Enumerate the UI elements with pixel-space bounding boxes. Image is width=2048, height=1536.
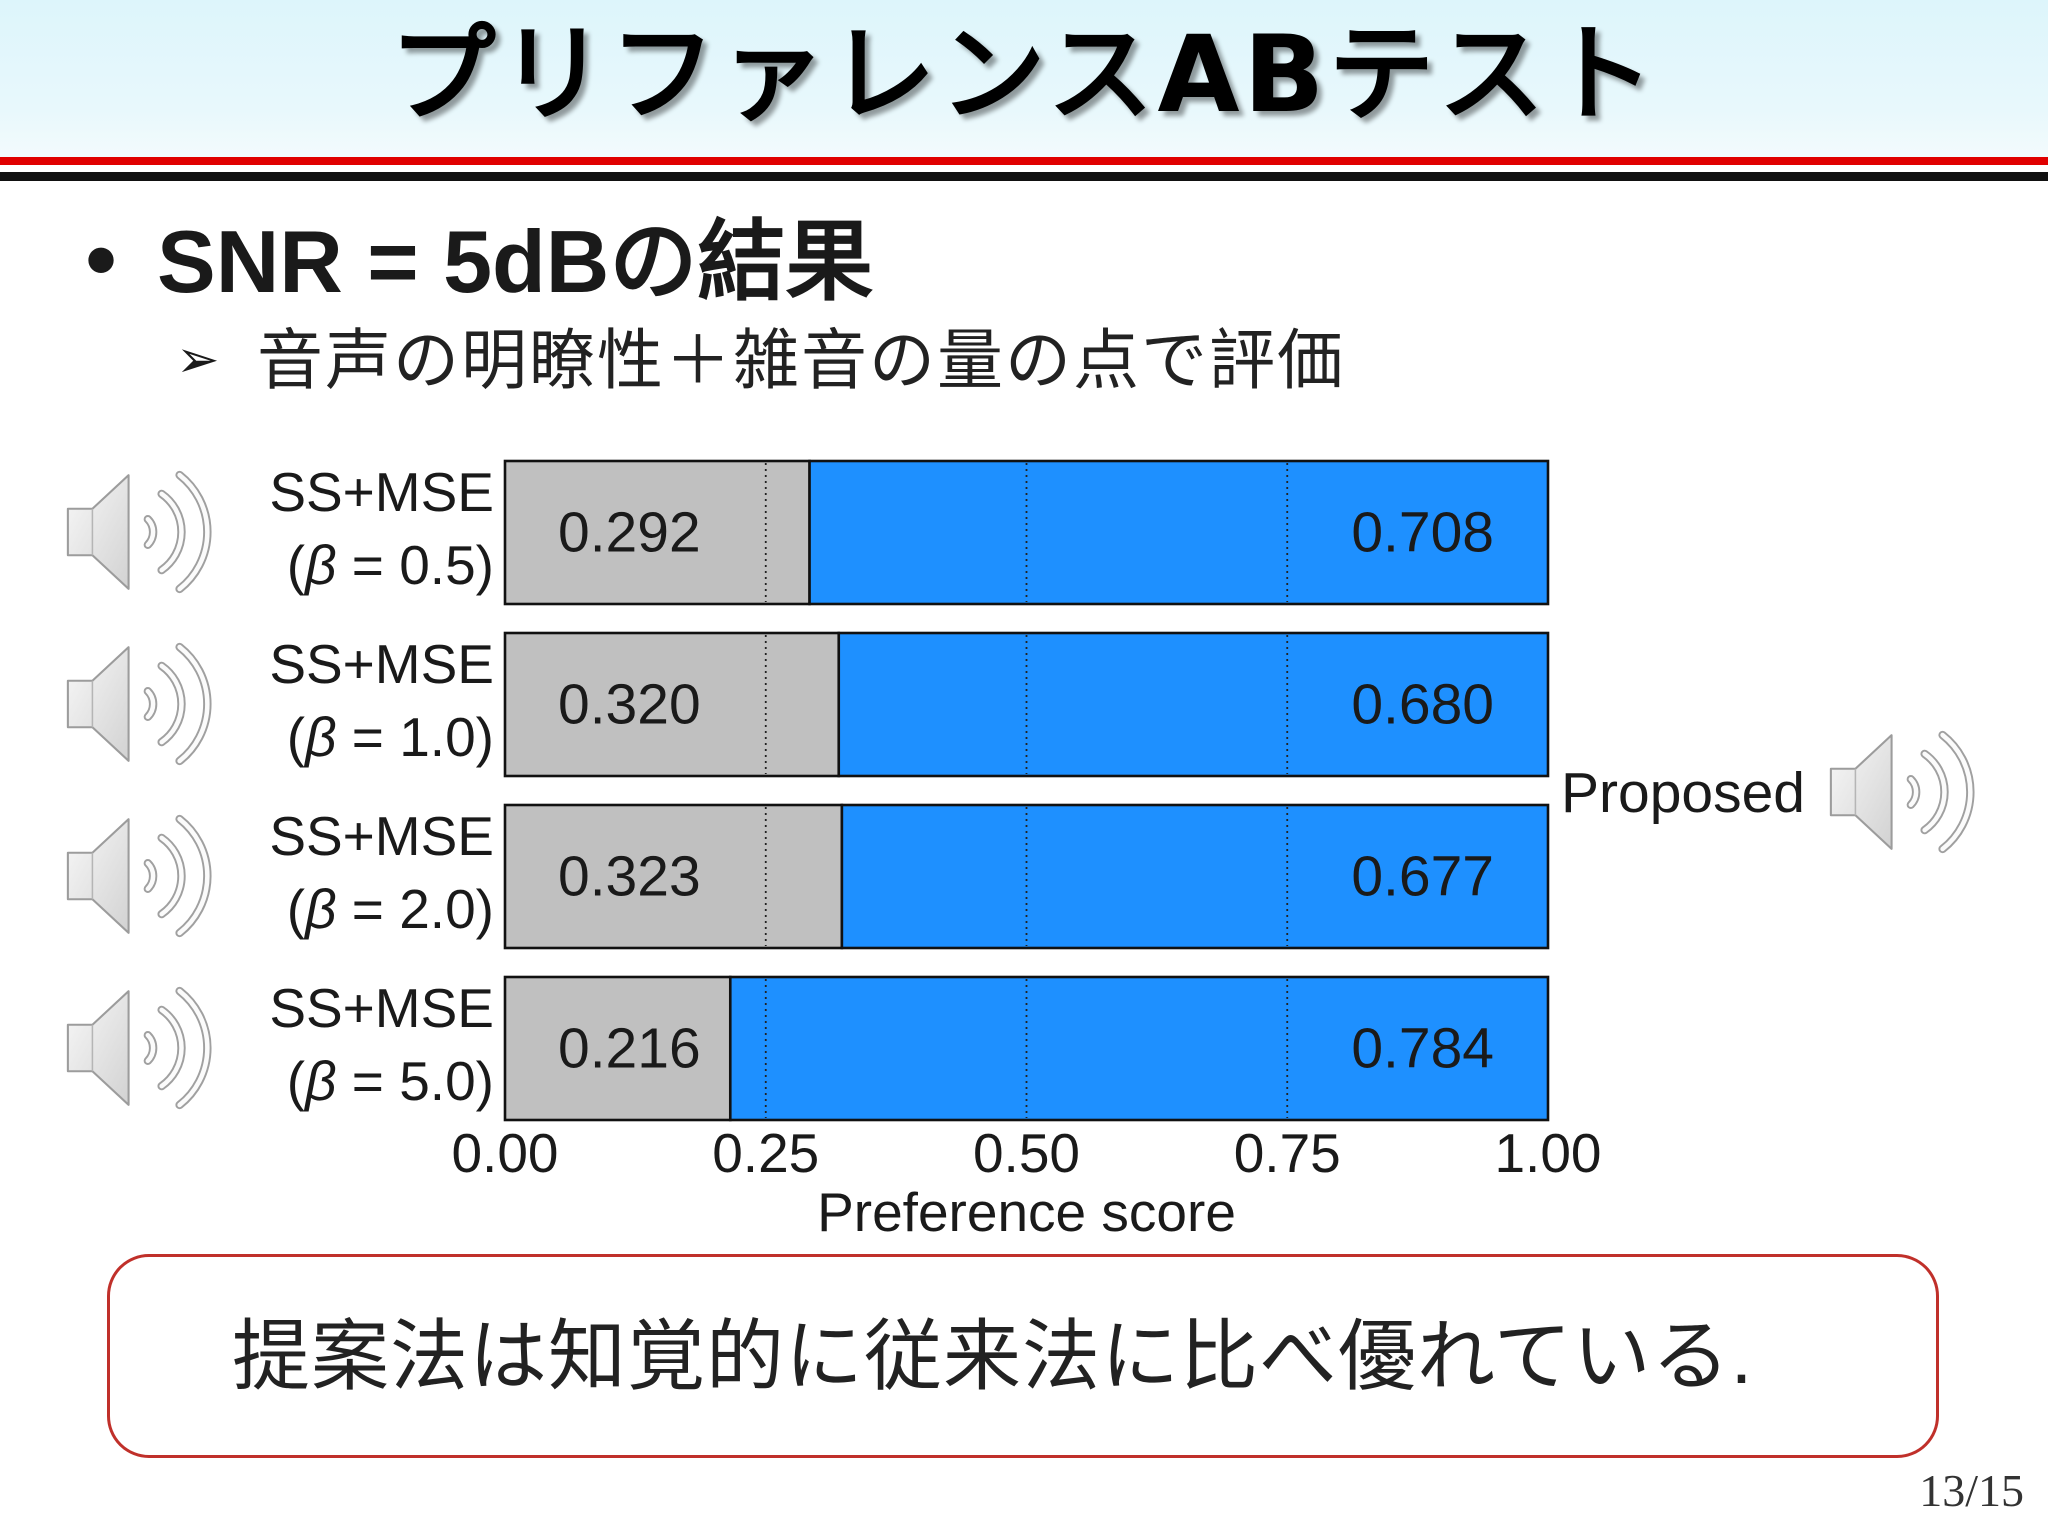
speaker-icon[interactable] bbox=[63, 986, 220, 1110]
value-label-proposed: 0.784 bbox=[1351, 1017, 1494, 1081]
bar-segment-proposed bbox=[728, 975, 1550, 1122]
x-tick-label: 0.00 bbox=[451, 1122, 558, 1184]
category-label: SS+MSE bbox=[269, 805, 494, 867]
bar-segment-baseline bbox=[503, 459, 811, 606]
bar-segment-proposed bbox=[808, 459, 1550, 606]
x-tick-label: 1.00 bbox=[1494, 1122, 1601, 1184]
x-tick-label: 0.25 bbox=[712, 1122, 819, 1184]
sub-bullet-arrow-icon: ➢ bbox=[176, 330, 220, 390]
bar-segment-proposed bbox=[840, 803, 1550, 950]
title-band: プリファレンスABテスト bbox=[0, 0, 2048, 157]
value-label-baseline: 0.292 bbox=[558, 501, 701, 565]
title-rule-black bbox=[0, 172, 2048, 181]
sub-bullet-text: 音声の明瞭性＋雑音の量の点で評価 bbox=[257, 323, 1345, 397]
x-tick-label: 0.50 bbox=[973, 1122, 1080, 1184]
speaker-icon[interactable] bbox=[1826, 730, 1983, 854]
x-axis-label: Preference score bbox=[817, 1181, 1236, 1243]
value-label-proposed: 0.708 bbox=[1351, 501, 1494, 565]
slide-title: プリファレンスABテスト bbox=[389, 13, 1659, 136]
page-number: 13/15 bbox=[1919, 1465, 2024, 1516]
category-label: SS+MSE bbox=[269, 633, 494, 695]
series-label-proposed: Proposed bbox=[1561, 761, 1806, 825]
speaker-icon[interactable] bbox=[63, 814, 220, 938]
value-label-baseline: 0.216 bbox=[558, 1017, 701, 1081]
category-label: SS+MSE bbox=[269, 461, 494, 523]
category-label: (β = 1.0) bbox=[287, 706, 494, 768]
speaker-icon[interactable] bbox=[63, 642, 220, 766]
x-tick-label: 0.75 bbox=[1234, 1122, 1341, 1184]
value-label-proposed: 0.680 bbox=[1351, 673, 1494, 737]
bar-segment-baseline bbox=[503, 631, 841, 778]
category-label: (β = 0.5) bbox=[287, 534, 494, 596]
conclusion-text: 提案法は知覚的に従来法に比べ優れている. bbox=[232, 1312, 1754, 1400]
value-label-baseline: 0.323 bbox=[558, 845, 701, 909]
bullet-marker: • bbox=[78, 220, 125, 304]
conclusion-box: 提案法は知覚的に従来法に比べ優れている. bbox=[107, 1254, 1939, 1458]
title-rule-red bbox=[0, 157, 2048, 165]
bar-segment-proposed bbox=[837, 631, 1550, 778]
speaker-icon[interactable] bbox=[63, 470, 220, 594]
value-label-proposed: 0.677 bbox=[1351, 845, 1494, 909]
bar-segment-baseline bbox=[503, 803, 844, 950]
bar-segment-baseline bbox=[503, 975, 732, 1122]
category-label: SS+MSE bbox=[269, 977, 494, 1039]
value-label-baseline: 0.320 bbox=[558, 673, 701, 737]
bullet-text: SNR = 5dBの結果 bbox=[157, 212, 874, 311]
category-label: (β = 5.0) bbox=[287, 1050, 494, 1112]
category-label: (β = 2.0) bbox=[287, 878, 494, 940]
